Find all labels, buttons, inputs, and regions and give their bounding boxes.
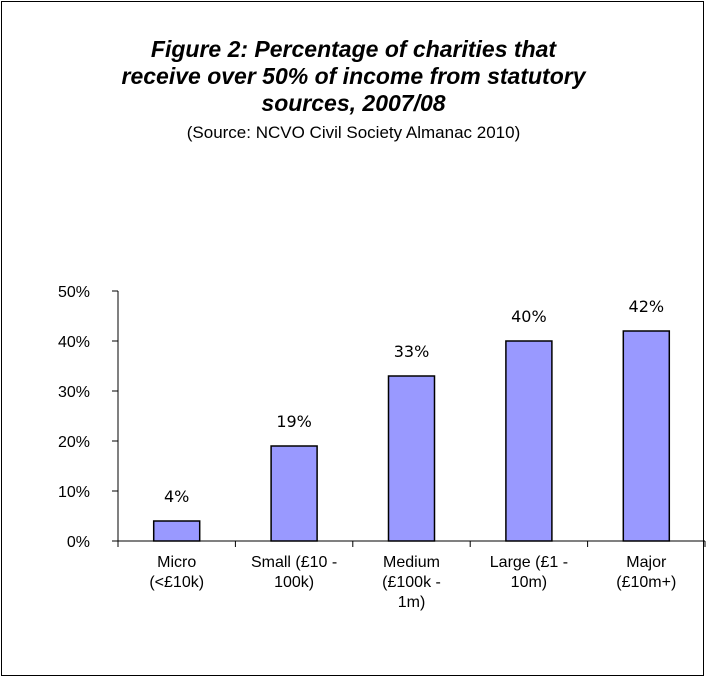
bar <box>271 446 317 541</box>
y-tick-label: 10% <box>58 484 90 501</box>
data-label: 4% <box>164 487 189 506</box>
data-label: 42% <box>629 297 665 316</box>
category-label: Micro (<£10k) <box>149 554 204 591</box>
y-tick-label: 50% <box>58 284 90 301</box>
bar <box>623 331 669 541</box>
bar <box>506 341 552 541</box>
bar <box>389 376 435 541</box>
category-label: Small (£10 -100k) <box>251 554 337 591</box>
bar <box>154 521 200 541</box>
y-tick-label: 0% <box>67 534 90 551</box>
y-tick-label: 20% <box>58 434 90 451</box>
category-label: Major (£10m+) <box>616 554 676 591</box>
category-label: Large (£1 -10m) <box>490 554 568 591</box>
y-tick-label: 30% <box>58 384 90 401</box>
y-tick-label: 40% <box>58 334 90 351</box>
category-label: Medium (£100k -1m) <box>382 554 441 611</box>
data-label: 33% <box>394 342 430 361</box>
data-label: 40% <box>511 307 547 326</box>
data-label: 19% <box>276 412 312 431</box>
